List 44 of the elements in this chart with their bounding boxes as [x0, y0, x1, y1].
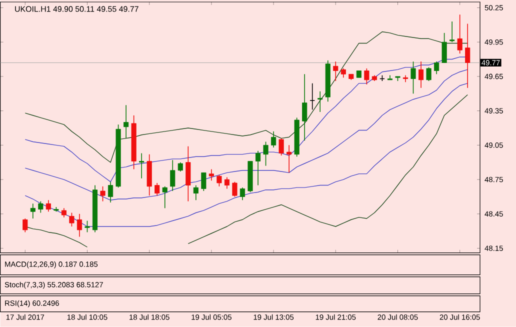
candlestick — [108, 182, 114, 203]
candlestick — [38, 200, 44, 214]
candlestick — [186, 146, 191, 202]
candlestick — [465, 23, 470, 88]
candlestick — [84, 220, 90, 233]
candlestick — [402, 75, 408, 83]
candlestick — [139, 152, 144, 179]
candlestick — [271, 131, 276, 148]
candlestick — [30, 203, 36, 219]
candlestick — [255, 150, 261, 186]
candlestick — [310, 83, 316, 110]
candlestick — [333, 61, 338, 82]
candlestick — [302, 74, 308, 142]
candlestick — [434, 61, 440, 75]
candlestick — [100, 186, 106, 202]
candlestick — [318, 91, 323, 112]
candlestick — [216, 174, 222, 187]
candlestick — [224, 176, 230, 190]
candlestick — [340, 68, 346, 78]
candlestick — [61, 208, 66, 218]
candlestick — [457, 14, 462, 54]
candlestick — [22, 218, 28, 233]
candlestick — [76, 214, 82, 238]
candlestick — [193, 184, 198, 201]
candlestick — [263, 141, 268, 166]
candlestick — [240, 187, 246, 201]
candlestick — [170, 160, 176, 192]
candlestick — [201, 172, 206, 192]
candlestick — [286, 144, 292, 174]
candlestick — [410, 61, 416, 94]
candlestick — [154, 182, 160, 196]
candlestick — [232, 182, 238, 198]
candlestick — [46, 200, 51, 212]
candlestick — [208, 168, 214, 182]
candlestick — [450, 21, 455, 43]
candlestick — [124, 104, 129, 139]
candlestick — [278, 138, 284, 156]
candlestick — [162, 186, 168, 209]
candlestick — [418, 61, 424, 88]
candlestick — [426, 66, 432, 82]
candlestick — [364, 68, 370, 85]
candlestick — [178, 162, 183, 172]
candlestick — [69, 212, 74, 227]
candlestick — [442, 32, 447, 64]
